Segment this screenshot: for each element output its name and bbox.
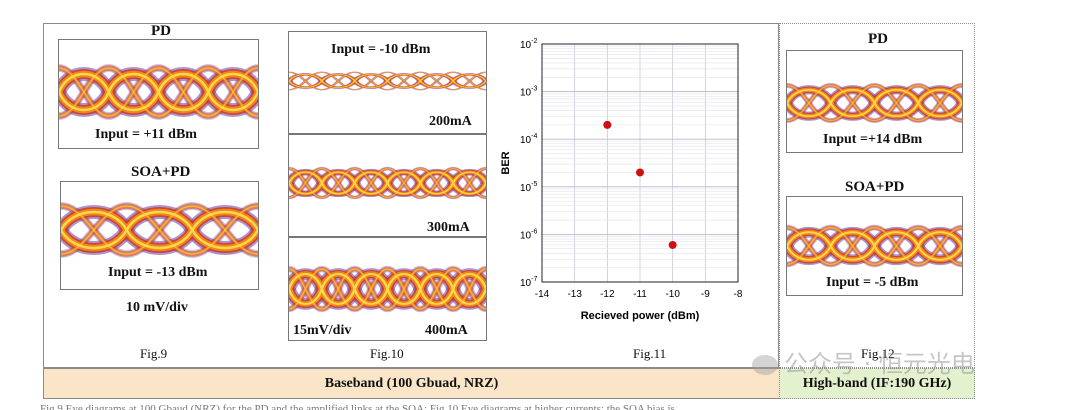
fig11-y-tick-label: 10-2 bbox=[520, 38, 537, 51]
fig12-pd-input-label: Input =+14 dBm bbox=[823, 132, 923, 147]
fig11-x-tick-label: -11 bbox=[633, 289, 647, 300]
fig10-current-400ma: 400mA bbox=[425, 323, 468, 338]
fig10-scale-label: 15mV/div bbox=[293, 323, 352, 338]
fig12-soa-eye-diagram bbox=[786, 196, 963, 296]
fig11-caption: Fig.11 bbox=[633, 346, 667, 361]
fig11-x-tick-label: -13 bbox=[567, 289, 582, 300]
fig11-y-ticks: 10-2 10-3 10-4 10-5 10-6 10-7 bbox=[520, 38, 537, 289]
fig11-plot-area bbox=[541, 43, 739, 283]
fig12-caption: Fig.12 bbox=[861, 346, 895, 361]
fig10-input-label: Input = -10 dBm bbox=[331, 42, 431, 57]
fig11-x-tick-label: -10 bbox=[665, 289, 680, 300]
fig11-data-points bbox=[603, 120, 677, 249]
fig10-eye-400ma bbox=[288, 237, 487, 341]
fig11-x-tick-label: -9 bbox=[701, 289, 710, 300]
highband-label: High-band (IF:190 GHz) bbox=[802, 375, 952, 391]
fig11-grid bbox=[542, 44, 738, 282]
fig10-eye-300ma bbox=[288, 134, 487, 237]
fig11-x-ticks: -14 -13 -12 -11 -10 -9 -8 bbox=[535, 289, 743, 300]
wechat-logo-icon bbox=[752, 355, 778, 375]
watermark-text: 公众号 · 恒元光电 bbox=[784, 350, 975, 378]
fig11-data-point bbox=[603, 120, 612, 129]
fig11-x-axis-label: Recieved power (dBm) bbox=[581, 310, 700, 322]
fig11-y-tick-label: 10-7 bbox=[520, 276, 537, 289]
fig10-current-200ma: 200mA bbox=[429, 114, 472, 129]
fig9-scale-label: 10 mV/div bbox=[126, 300, 188, 315]
fig10-caption: Fig.10 bbox=[370, 346, 404, 361]
fig12-soa-input-label: Input = -5 dBm bbox=[826, 275, 919, 290]
fig12-pd-eye-diagram bbox=[786, 50, 963, 153]
figure-caption-text: Fig.9 Eye diagrams at 100 Gbaud (NRZ) fo… bbox=[40, 403, 684, 410]
baseband-panel-frame bbox=[43, 23, 779, 368]
fig11-data-point bbox=[636, 168, 644, 177]
baseband-label-bar: Baseband (100 Gbuad, NRZ) bbox=[43, 368, 780, 399]
fig11-y-tick-label: 10-5 bbox=[520, 181, 537, 194]
watermark: 公众号 · 恒元光电 bbox=[752, 344, 975, 379]
fig11-x-tick-label: -8 bbox=[734, 289, 743, 300]
fig9-soa-eye-diagram bbox=[60, 181, 259, 290]
fig11-y-tick-label: 10-3 bbox=[520, 86, 537, 99]
fig11-y-tick-label: 10-6 bbox=[520, 228, 537, 241]
fig12-pd-title: PD bbox=[868, 31, 888, 47]
fig10-current-300ma: 300mA bbox=[427, 220, 470, 235]
highband-panel-frame bbox=[779, 23, 975, 368]
fig11-y-tick-label: 10-4 bbox=[520, 133, 537, 146]
baseband-label: Baseband (100 Gbuad, NRZ) bbox=[324, 375, 499, 391]
highband-label-bar: High-band (IF:190 GHz) bbox=[779, 368, 975, 399]
fig11-x-tick-label: -12 bbox=[600, 289, 615, 300]
fig10-eye-200ma bbox=[288, 31, 487, 134]
fig11-x-tick-label: -14 bbox=[535, 289, 550, 300]
fig9-caption: Fig.9 bbox=[140, 346, 168, 361]
fig9-pd-input-label: Input = +11 dBm bbox=[95, 127, 197, 142]
fig9-pd-title: PD bbox=[151, 23, 171, 39]
fig9-soa-title: SOA+PD bbox=[131, 164, 191, 180]
fig9-pd-eye-diagram bbox=[58, 39, 259, 149]
fig11-ber-chart: -14 -13 -12 -11 -10 -9 -8 10-2 10-3 10-4 10-5 10-6… bbox=[500, 38, 743, 322]
fig11-data-point bbox=[668, 240, 677, 249]
fig12-soa-title: SOA+PD bbox=[845, 179, 905, 195]
fig9-soa-input-label: Input = -13 dBm bbox=[108, 265, 208, 280]
fig11-y-axis-label: BER bbox=[500, 151, 512, 174]
